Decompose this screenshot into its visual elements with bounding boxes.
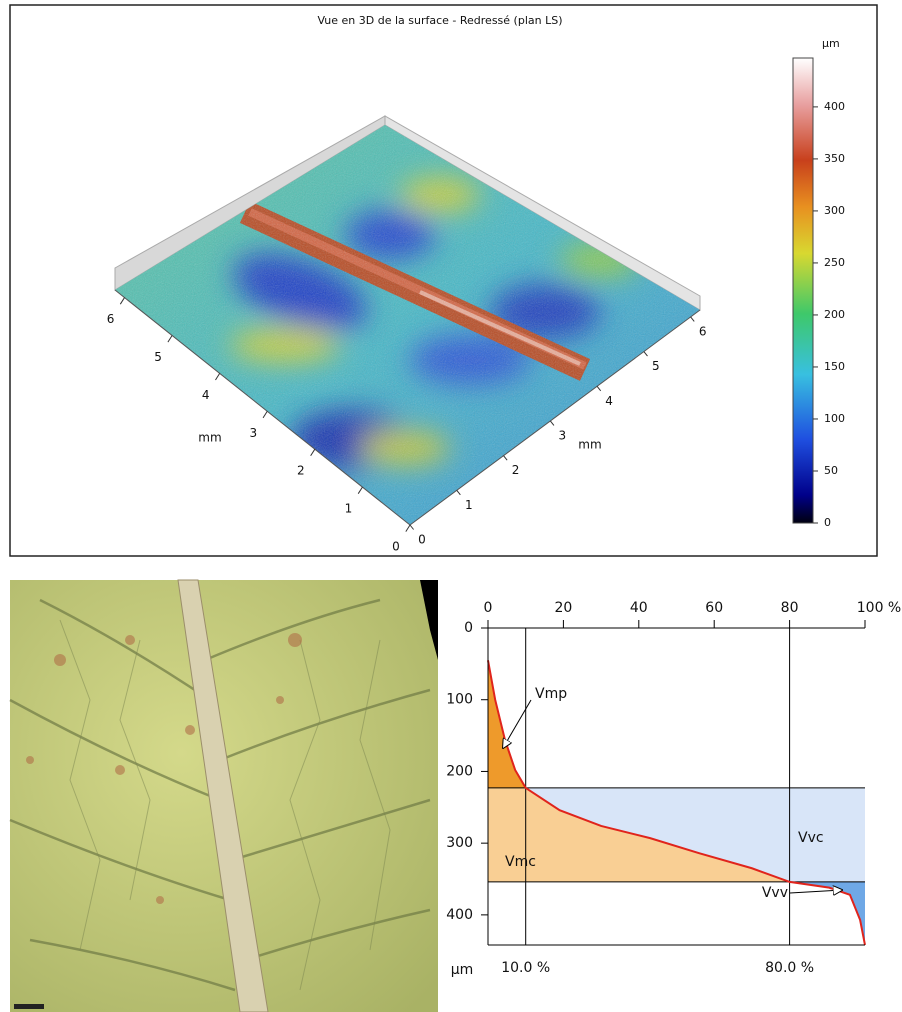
y-tick-label: 100: [446, 692, 473, 708]
y-tick-label: 0: [418, 533, 426, 547]
y-tick-label: 1: [465, 498, 473, 512]
y-tick-label: 6: [699, 324, 707, 338]
threshold-label: 10.0 %: [501, 960, 550, 976]
colorbar-tick-label: 0: [824, 516, 831, 529]
colorbar-tick-label: 50: [824, 464, 838, 477]
colorbar: [793, 58, 813, 523]
region-label: Vvv: [762, 885, 788, 901]
leaf-photo: [10, 580, 438, 1012]
y-tick-label: 300: [446, 835, 473, 851]
y-tick-label: 400: [446, 907, 473, 923]
colorbar-tick-label: 100: [824, 412, 845, 425]
colorbar-label: µm: [822, 37, 840, 50]
x-tick-label: 0: [484, 600, 493, 616]
abbott-chart: 10.0 % 80.0 % 0 20 40 60 80 100 % 0 100 200 300 400 µ…: [446, 600, 901, 978]
x-tick-label: 2: [297, 464, 305, 478]
x-tick-label: 4: [202, 388, 210, 402]
x-tick-label: 60: [705, 600, 723, 616]
y-tick-label: 5: [652, 359, 660, 373]
x-tick-label: 1: [345, 502, 353, 516]
colorbar-tick-label: 250: [824, 256, 845, 269]
y-tick-label: 4: [605, 394, 613, 408]
y-tick-label: 2: [512, 463, 520, 477]
region-label: Vmp: [535, 686, 567, 702]
y-axis-label: µm: [451, 962, 474, 978]
colorbar-tick-label: 400: [824, 100, 845, 113]
colorbar-tick-label: 200: [824, 308, 845, 321]
x-axis-label: mm: [198, 431, 221, 445]
colorbar-tick-label: 150: [824, 360, 845, 373]
x-tick-label: 0: [392, 540, 400, 554]
y-tick-label: 200: [446, 763, 473, 779]
y-tick-label: 0: [464, 620, 473, 636]
threshold-label: 80.0 %: [765, 960, 814, 976]
surface-title: Vue en 3D de la surface - Redressé (plan…: [318, 14, 563, 27]
region-label: Vvc: [798, 830, 824, 846]
y-axis-label: mm: [578, 438, 601, 452]
x-tick-label: 40: [630, 600, 648, 616]
x-tick-label: 3: [249, 426, 257, 440]
x-tick-label: 80: [781, 600, 799, 616]
vvc-region: [488, 628, 865, 945]
region-label: Vmc: [505, 854, 536, 870]
vvv-arrow: [790, 890, 842, 893]
x-tick-label: 5: [154, 350, 162, 364]
x-tick-label: 100 %: [857, 600, 901, 616]
figure: Vue en 3D de la surface - Redressé (plan…: [0, 0, 902, 1012]
x-tick-label: 6: [107, 312, 115, 326]
vmp-arrow: [503, 700, 531, 748]
y-tick-label: 3: [559, 428, 567, 442]
vvv-region: [488, 628, 865, 945]
colorbar-tick-label: 300: [824, 204, 845, 217]
x-tick-label: 20: [554, 600, 572, 616]
colorbar-tick-label: 350: [824, 152, 845, 165]
